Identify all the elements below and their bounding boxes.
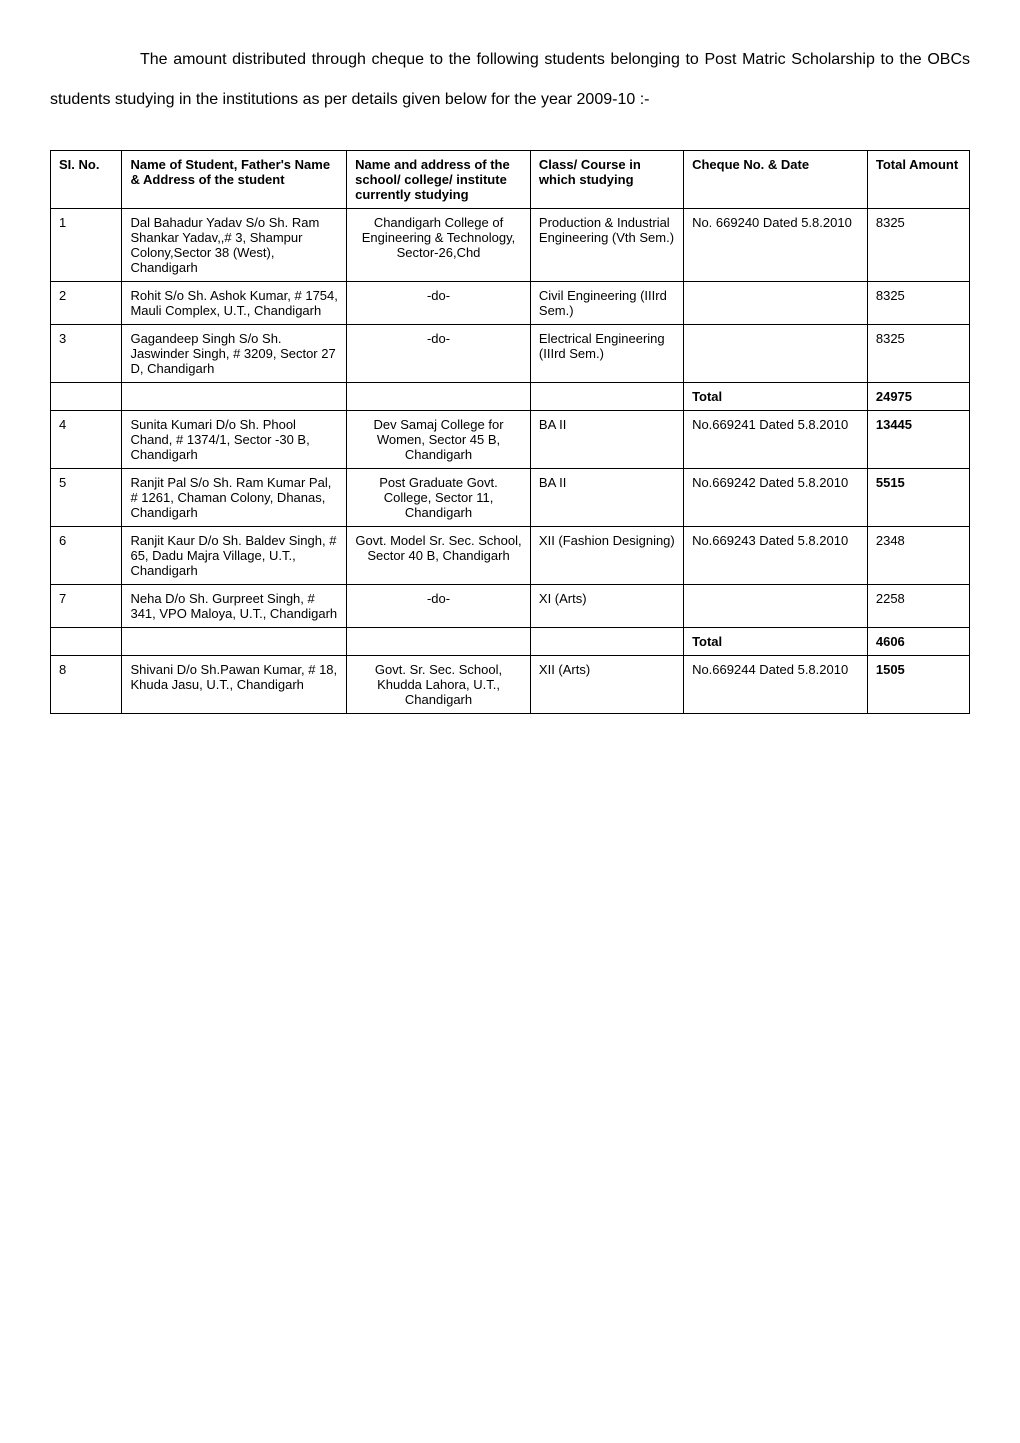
cell-sno: 5 xyxy=(51,469,122,527)
header-cheque: Cheque No. & Date xyxy=(684,151,868,209)
header-student: Name of Student, Father's Name & Address… xyxy=(122,151,347,209)
cell-class: BA II xyxy=(530,469,683,527)
cell-student: Shivani D/o Sh.Pawan Kumar, # 18, Khuda … xyxy=(122,656,347,714)
cell-student: Rohit S/o Sh. Ashok Kumar, # 1754, Mauli… xyxy=(122,282,347,325)
cell-sno: 2 xyxy=(51,282,122,325)
cell-cheque: No.669242 Dated 5.8.2010 xyxy=(684,469,868,527)
table-row: 4Sunita Kumari D/o Sh. Phool Chand, # 13… xyxy=(51,411,970,469)
cell-amount: 13445 xyxy=(867,411,969,469)
cell-sno: 3 xyxy=(51,325,122,383)
total-amount-cell: 24975 xyxy=(867,383,969,411)
cell-student: Sunita Kumari D/o Sh. Phool Chand, # 137… xyxy=(122,411,347,469)
cell-class: XII (Fashion Designing) xyxy=(530,527,683,585)
cell-institute: Chandigarh College of Engineering & Tech… xyxy=(347,209,531,282)
cell-institute: Govt. Sr. Sec. School, Khudda Lahora, U.… xyxy=(347,656,531,714)
cell-sno: 1 xyxy=(51,209,122,282)
cell-cheque: No. 669240 Dated 5.8.2010 xyxy=(684,209,868,282)
cell-student: Ranjit Pal S/o Sh. Ram Kumar Pal, # 1261… xyxy=(122,469,347,527)
cell-amount: 8325 xyxy=(867,282,969,325)
total-empty-cell xyxy=(51,628,122,656)
cell-institute: Dev Samaj College for Women, Sector 45 B… xyxy=(347,411,531,469)
cell-class: Civil Engineering (IIIrd Sem.) xyxy=(530,282,683,325)
cell-class: Electrical Engineering (IIIrd Sem.) xyxy=(530,325,683,383)
total-empty-cell xyxy=(530,628,683,656)
cell-institute: -do- xyxy=(347,325,531,383)
cell-amount: 5515 xyxy=(867,469,969,527)
total-empty-cell xyxy=(51,383,122,411)
table-row: 2Rohit S/o Sh. Ashok Kumar, # 1754, Maul… xyxy=(51,282,970,325)
table-row: 5Ranjit Pal S/o Sh. Ram Kumar Pal, # 126… xyxy=(51,469,970,527)
table-row: 3Gagandeep Singh S/o Sh. Jaswinder Singh… xyxy=(51,325,970,383)
cell-student: Neha D/o Sh. Gurpreet Singh, # 341, VPO … xyxy=(122,585,347,628)
table-row: Total4606 xyxy=(51,628,970,656)
table-row: Total24975 xyxy=(51,383,970,411)
cell-student: Dal Bahadur Yadav S/o Sh. Ram Shankar Ya… xyxy=(122,209,347,282)
table-row: 1Dal Bahadur Yadav S/o Sh. Ram Shankar Y… xyxy=(51,209,970,282)
table-row: 6Ranjit Kaur D/o Sh. Baldev Singh, # 65,… xyxy=(51,527,970,585)
header-institute: Name and address of the school/ college/… xyxy=(347,151,531,209)
total-empty-cell xyxy=(122,628,347,656)
header-class: Class/ Course in which studying xyxy=(530,151,683,209)
cell-amount: 2258 xyxy=(867,585,969,628)
cell-institute: -do- xyxy=(347,585,531,628)
cell-cheque xyxy=(684,325,868,383)
table-body: 1Dal Bahadur Yadav S/o Sh. Ram Shankar Y… xyxy=(51,209,970,714)
cell-student: Gagandeep Singh S/o Sh. Jaswinder Singh,… xyxy=(122,325,347,383)
cell-cheque: No.669243 Dated 5.8.2010 xyxy=(684,527,868,585)
scholarship-table: SI. No. Name of Student, Father's Name &… xyxy=(50,150,970,714)
cell-student: Ranjit Kaur D/o Sh. Baldev Singh, # 65, … xyxy=(122,527,347,585)
cell-sno: 6 xyxy=(51,527,122,585)
table-row: 7Neha D/o Sh. Gurpreet Singh, # 341, VPO… xyxy=(51,585,970,628)
total-empty-cell xyxy=(347,628,531,656)
cell-sno: 7 xyxy=(51,585,122,628)
total-label-cell: Total xyxy=(684,628,868,656)
total-empty-cell xyxy=(122,383,347,411)
cell-class: XII (Arts) xyxy=(530,656,683,714)
cell-institute: Govt. Model Sr. Sec. School, Sector 40 B… xyxy=(347,527,531,585)
cell-sno: 4 xyxy=(51,411,122,469)
total-label-cell: Total xyxy=(684,383,868,411)
cell-amount: 1505 xyxy=(867,656,969,714)
cell-amount: 2348 xyxy=(867,527,969,585)
table-row: 8Shivani D/o Sh.Pawan Kumar, # 18, Khuda… xyxy=(51,656,970,714)
cell-cheque: No.669244 Dated 5.8.2010 xyxy=(684,656,868,714)
cell-class: XI (Arts) xyxy=(530,585,683,628)
cell-amount: 8325 xyxy=(867,209,969,282)
cell-cheque: No.669241 Dated 5.8.2010 xyxy=(684,411,868,469)
header-sno: SI. No. xyxy=(51,151,122,209)
table-header-row: SI. No. Name of Student, Father's Name &… xyxy=(51,151,970,209)
intro-paragraph: The amount distributed through cheque to… xyxy=(50,40,970,120)
cell-institute: -do- xyxy=(347,282,531,325)
cell-cheque xyxy=(684,282,868,325)
cell-sno: 8 xyxy=(51,656,122,714)
cell-amount: 8325 xyxy=(867,325,969,383)
cell-cheque xyxy=(684,585,868,628)
total-amount-cell: 4606 xyxy=(867,628,969,656)
header-amount: Total Amount xyxy=(867,151,969,209)
cell-class: BA II xyxy=(530,411,683,469)
total-empty-cell xyxy=(347,383,531,411)
cell-class: Production & Industrial Engineering (Vth… xyxy=(530,209,683,282)
total-empty-cell xyxy=(530,383,683,411)
cell-institute: Post Graduate Govt. College, Sector 11, … xyxy=(347,469,531,527)
